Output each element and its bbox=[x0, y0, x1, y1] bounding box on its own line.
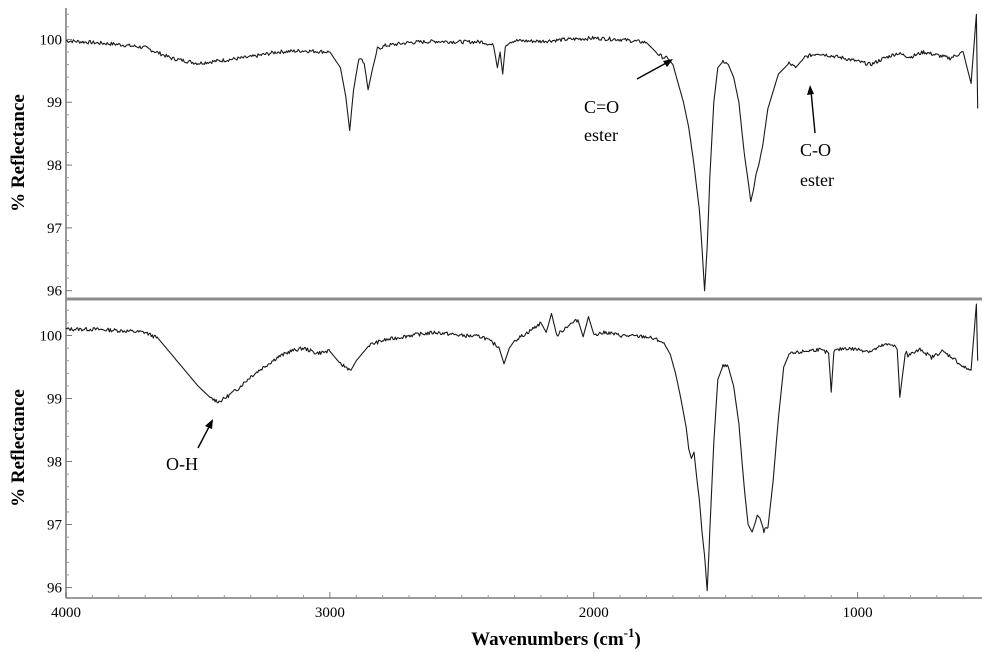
y-tick-label-bottom-97: 97 bbox=[47, 518, 63, 534]
x-tick-label-4000: 4000 bbox=[51, 605, 81, 621]
y-tick-label-top-100: 100 bbox=[40, 32, 63, 48]
y-tick-label-bottom-98: 98 bbox=[47, 455, 62, 471]
x-axis-ticks: 4000 3000 2000 1000 bbox=[51, 592, 964, 621]
x-axis-title-superscript: -1 bbox=[624, 625, 635, 640]
annotation-co-double-arrow bbox=[636, 61, 669, 80]
annotation-co-double-label: C=O bbox=[584, 97, 619, 117]
bottom-y-axis-title: % Reflectance bbox=[8, 389, 29, 507]
x-tick-label-2000: 2000 bbox=[579, 605, 609, 621]
annotation-oh-arrow bbox=[197, 424, 211, 449]
x-tick-label-1000: 1000 bbox=[843, 605, 873, 621]
top-panel-ticks: 96 97 98 99 100 bbox=[40, 13, 72, 300]
annotation-c-o-arrow bbox=[810, 90, 816, 134]
y-tick-label-bottom-96: 96 bbox=[47, 581, 63, 597]
annotation-co-double-arrowhead bbox=[663, 59, 673, 67]
x-axis-title-main: Wavenumbers (cm bbox=[471, 629, 624, 650]
annotation-c-o-arrowhead bbox=[807, 85, 814, 95]
bottom-spectrum-trace bbox=[65, 303, 979, 592]
x-axis-title: Wavenumbers (cm-1) bbox=[471, 625, 641, 650]
annotation-c-o-label: C-O bbox=[800, 140, 831, 160]
top-spectrum-trace bbox=[65, 13, 979, 292]
y-tick-label-top-98: 98 bbox=[47, 158, 62, 174]
annotation-c-o-sublabel: ester bbox=[800, 170, 834, 190]
x-tick-label-3000: 3000 bbox=[315, 605, 345, 621]
bottom-panel-ticks: 96 97 98 99 100 bbox=[40, 309, 72, 597]
y-tick-label-top-99: 99 bbox=[47, 95, 62, 111]
y-tick-label-bottom-100: 100 bbox=[40, 329, 63, 345]
annotation-oh-label: O-H bbox=[166, 454, 198, 474]
x-axis-title-close: ) bbox=[635, 629, 641, 650]
y-tick-label-top-96: 96 bbox=[47, 284, 63, 300]
annotation-co-double-sublabel: ester bbox=[584, 125, 618, 145]
top-y-axis-title: % Reflectance bbox=[8, 94, 29, 212]
y-tick-label-top-97: 97 bbox=[47, 221, 63, 237]
y-tick-label-bottom-99: 99 bbox=[47, 392, 62, 408]
annotation-oh-arrowhead bbox=[205, 419, 213, 429]
